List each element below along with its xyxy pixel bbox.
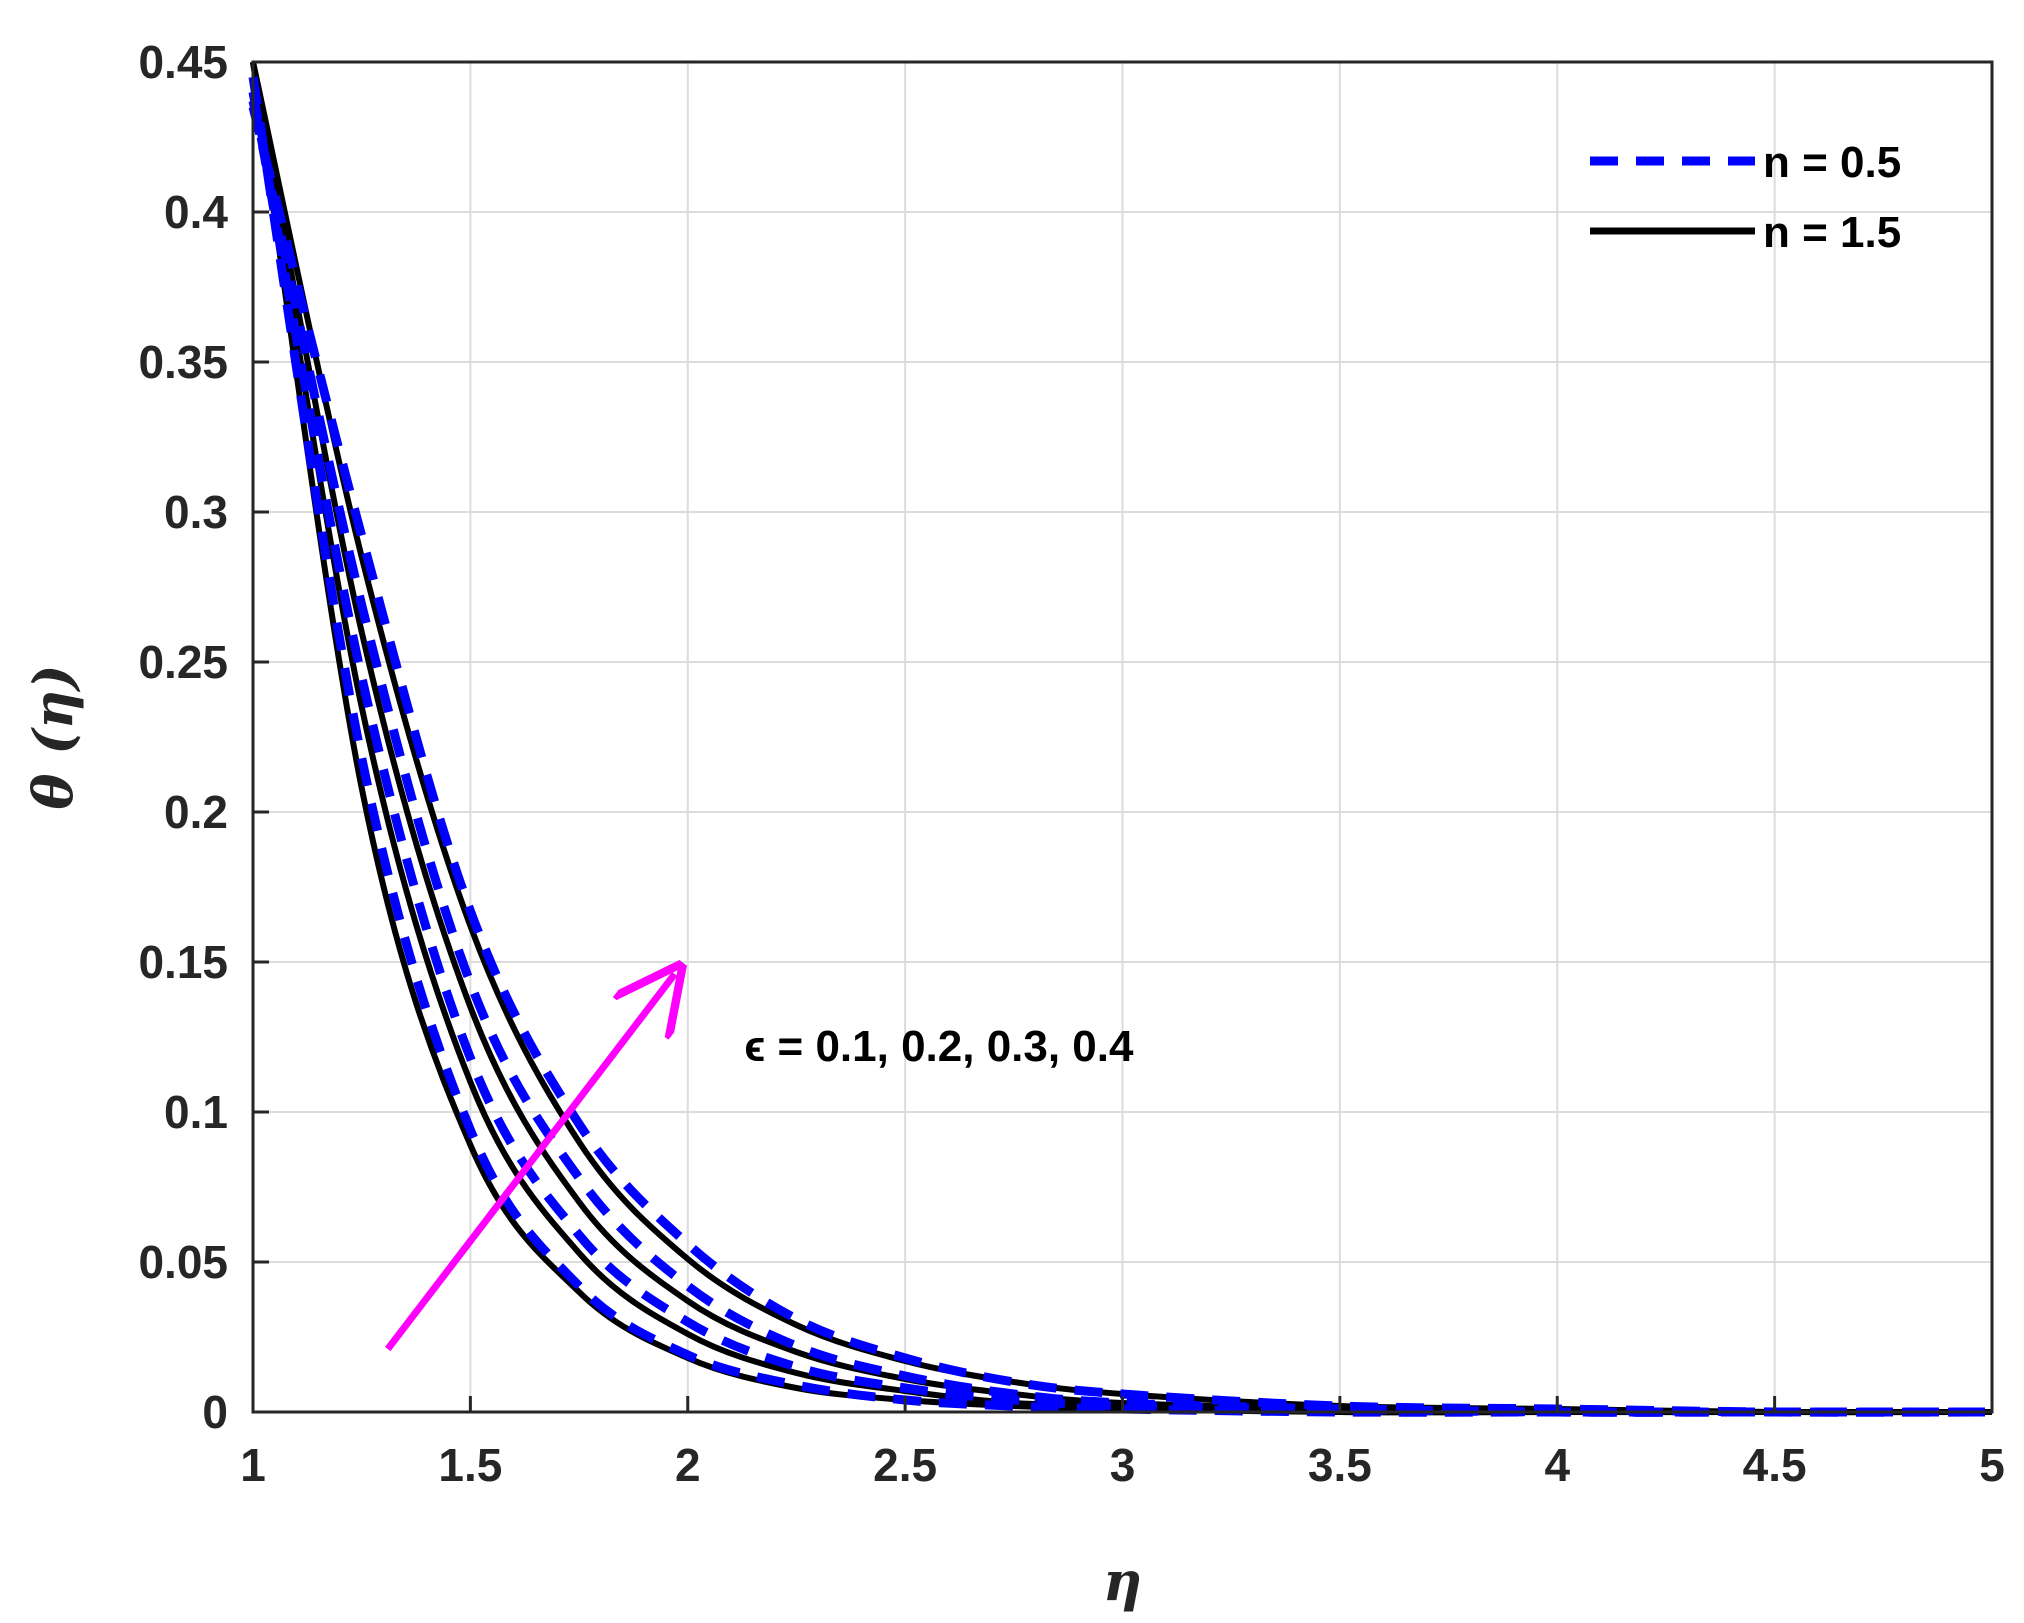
annotation: ϵ = 0.1, 0.2, 0.3, 0.4 [384, 974, 1134, 1352]
y-tick-label: 0.3 [164, 486, 228, 538]
y-tick-label: 0.25 [138, 636, 228, 688]
annotation-arrow [384, 974, 675, 1352]
y-tick-label: 0.35 [138, 336, 228, 388]
legend-label-1: n = 1.5 [1763, 208, 1901, 257]
y-tick-label: 0.4 [164, 186, 228, 238]
x-tick-label: 4.5 [1743, 1439, 1807, 1491]
y-tick-label: 0.2 [164, 786, 228, 838]
x-tick-label: 4 [1544, 1439, 1570, 1491]
x-tick-label: 1.5 [438, 1439, 502, 1491]
x-tick-label: 3 [1110, 1439, 1136, 1491]
y-axis-label: θ (η) [21, 664, 85, 809]
x-tick-label: 3.5 [1308, 1439, 1372, 1491]
y-tick-label: 0 [202, 1386, 228, 1438]
legend-label-0: n = 0.5 [1763, 138, 1901, 187]
y-tick-label: 0.15 [138, 936, 228, 988]
x-tick-label: 2 [675, 1439, 701, 1491]
x-tick-label: 1 [240, 1439, 266, 1491]
y-tick-label: 0.45 [138, 36, 228, 88]
x-tick-label: 2.5 [873, 1439, 937, 1491]
x-tick-label: 5 [1979, 1439, 2005, 1491]
legend: n = 0.5 n = 1.5 [1590, 138, 1901, 257]
y-tick-label: 0.1 [164, 1086, 228, 1138]
y-tick-label: 0.05 [138, 1236, 228, 1288]
tick-labels: 1 1.5 2 2.5 3 3.5 4 4.5 5 0 0.05 0.1 0.15 0.2 0.25 0.3 0… [138, 36, 2004, 1491]
annotation-text: ϵ = 0.1, 0.2, 0.3, 0.4 [744, 1022, 1134, 1071]
x-axis-label: η [1103, 1549, 1142, 1613]
ticks [251, 60, 1994, 1414]
